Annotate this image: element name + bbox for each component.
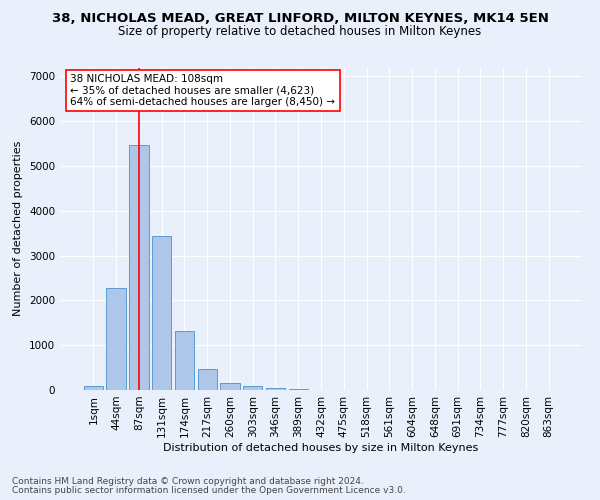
X-axis label: Distribution of detached houses by size in Milton Keynes: Distribution of detached houses by size … [163, 442, 479, 452]
Bar [197, 370, 217, 390]
Y-axis label: Number of detached properties: Number of detached properties [13, 141, 23, 316]
Bar [129, 145, 149, 390]
Text: Contains HM Land Registry data © Crown copyright and database right 2024.: Contains HM Land Registry data © Crown c… [12, 477, 364, 486]
Bar [152, 236, 172, 390]
Bar [106, 288, 126, 390]
Bar [84, 386, 103, 390]
Bar [243, 386, 262, 390]
Bar [175, 332, 194, 390]
Bar [289, 388, 308, 390]
Text: Size of property relative to detached houses in Milton Keynes: Size of property relative to detached ho… [118, 25, 482, 38]
Bar [220, 383, 239, 390]
Bar [266, 388, 285, 390]
Text: Contains public sector information licensed under the Open Government Licence v3: Contains public sector information licen… [12, 486, 406, 495]
Text: 38 NICHOLAS MEAD: 108sqm
← 35% of detached houses are smaller (4,623)
64% of sem: 38 NICHOLAS MEAD: 108sqm ← 35% of detach… [70, 74, 335, 107]
Text: 38, NICHOLAS MEAD, GREAT LINFORD, MILTON KEYNES, MK14 5EN: 38, NICHOLAS MEAD, GREAT LINFORD, MILTON… [52, 12, 548, 26]
